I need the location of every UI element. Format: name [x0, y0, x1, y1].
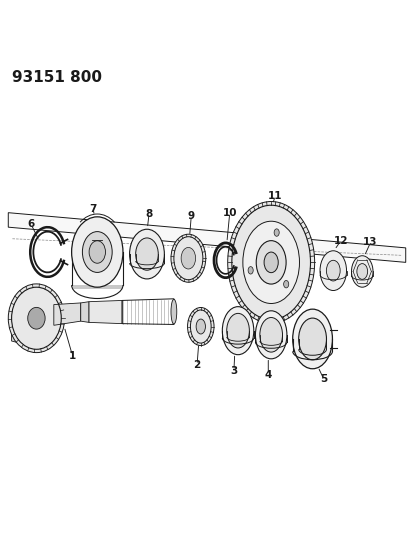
Text: 12: 12: [332, 236, 347, 246]
Text: 6: 6: [27, 219, 35, 229]
Ellipse shape: [71, 217, 123, 287]
Polygon shape: [71, 285, 123, 289]
Text: 9: 9: [187, 211, 195, 221]
Polygon shape: [54, 303, 81, 325]
Text: 2: 2: [193, 360, 200, 370]
Ellipse shape: [356, 264, 367, 279]
Ellipse shape: [8, 284, 64, 353]
Ellipse shape: [292, 309, 332, 369]
Ellipse shape: [28, 308, 45, 329]
Ellipse shape: [242, 221, 299, 303]
Ellipse shape: [187, 308, 214, 345]
Ellipse shape: [135, 238, 158, 270]
Ellipse shape: [273, 229, 278, 236]
Text: 13: 13: [362, 238, 377, 247]
Ellipse shape: [259, 318, 282, 352]
Text: 7: 7: [89, 204, 97, 214]
Ellipse shape: [226, 313, 249, 348]
Ellipse shape: [89, 241, 105, 263]
Polygon shape: [8, 213, 405, 262]
Ellipse shape: [247, 266, 253, 274]
Ellipse shape: [181, 247, 195, 269]
Ellipse shape: [129, 229, 164, 279]
Text: 10: 10: [222, 208, 237, 217]
Ellipse shape: [256, 241, 285, 284]
Text: 1: 1: [69, 351, 76, 360]
Text: 93151 800: 93151 800: [12, 70, 102, 85]
Ellipse shape: [325, 260, 339, 281]
Text: 8: 8: [145, 208, 152, 219]
Ellipse shape: [171, 234, 205, 282]
Ellipse shape: [263, 252, 278, 273]
Polygon shape: [12, 318, 36, 347]
Ellipse shape: [255, 311, 286, 359]
Text: 11: 11: [267, 191, 282, 201]
Ellipse shape: [171, 299, 176, 324]
Text: 5: 5: [319, 374, 327, 384]
Text: 3: 3: [230, 366, 237, 376]
Polygon shape: [71, 252, 72, 285]
Text: 4: 4: [264, 370, 271, 380]
Ellipse shape: [82, 232, 112, 272]
Ellipse shape: [351, 256, 372, 287]
Polygon shape: [89, 301, 122, 324]
Ellipse shape: [283, 280, 288, 288]
Ellipse shape: [319, 251, 346, 290]
Ellipse shape: [298, 318, 326, 360]
Polygon shape: [81, 302, 89, 322]
Ellipse shape: [227, 201, 314, 323]
Ellipse shape: [222, 306, 253, 354]
Ellipse shape: [196, 319, 205, 334]
